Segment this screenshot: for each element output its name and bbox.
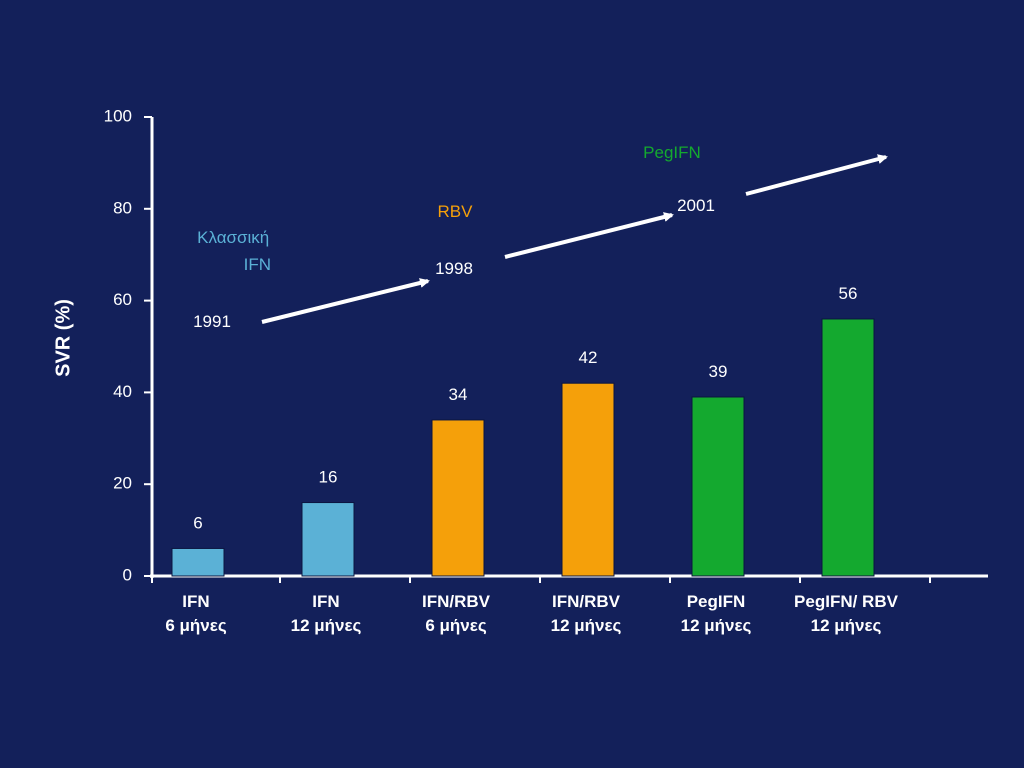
category-labels: IFN 6 μήνες IFN 12 μήνες IFN/RBV 6 μήνες IFN/R… [165, 592, 898, 635]
timeline-arrow-3 [745, 154, 888, 196]
y-tick-label: 0 [123, 565, 132, 584]
y-axis-label: SVR (%) [52, 299, 74, 377]
category-label: 6 μήνες [425, 616, 486, 635]
bar [171, 547, 225, 577]
category-label: PegIFN [687, 592, 746, 611]
y-tick-label: 60 [113, 290, 132, 309]
y-tick-label: 80 [113, 198, 132, 217]
bar [431, 419, 485, 577]
bar-value-label: 16 [319, 468, 338, 487]
category-label: 6 μήνες [165, 616, 226, 635]
category-label: 12 μήνες [681, 616, 752, 635]
timeline-arrow-1 [261, 278, 430, 324]
bar [301, 502, 355, 577]
bar [561, 382, 615, 577]
year-label-1998: 1998 [435, 259, 473, 278]
era-label-classic-ifn-line1: Κλασσική [197, 228, 269, 247]
bar-value-label: 56 [839, 284, 858, 303]
era-label-classic-ifn-line2: IFN [244, 255, 271, 274]
category-label: 12 μήνες [811, 616, 882, 635]
bar-value-label: 34 [449, 385, 468, 404]
bar [821, 318, 875, 577]
era-label-rbv: RBV [438, 202, 474, 221]
y-tick-label: 20 [113, 474, 132, 493]
category-label: IFN/RBV [422, 592, 491, 611]
year-label-2001: 2001 [677, 196, 715, 215]
era-label-pegifn: PegIFN [643, 143, 701, 162]
category-label: IFN/RBV [552, 592, 621, 611]
category-label: IFN [182, 592, 209, 611]
year-label-1991: 1991 [193, 312, 231, 331]
bar [691, 396, 745, 577]
category-label: PegIFN/ RBV [794, 592, 899, 611]
category-label: IFN [312, 592, 339, 611]
bar-value-label: 6 [193, 513, 202, 532]
y-tick-label: 100 [104, 106, 132, 125]
bars [171, 318, 875, 577]
bar-value-label: 39 [709, 362, 728, 381]
category-label: 12 μήνες [551, 616, 622, 635]
category-label: 12 μήνες [291, 616, 362, 635]
data-labels: 6 16 34 42 39 56 [193, 284, 857, 533]
timeline-arrow-2 [504, 212, 674, 259]
era-label-classic-ifn: Κλασσική IFN [197, 228, 274, 274]
y-tick-label: 40 [113, 382, 132, 401]
bar-value-label: 42 [579, 348, 598, 367]
